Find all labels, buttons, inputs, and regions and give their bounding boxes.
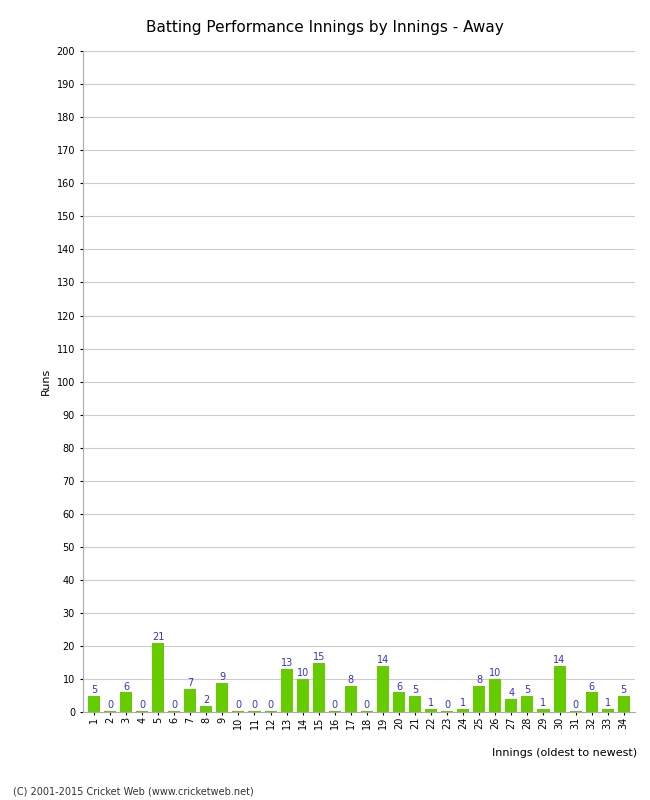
Bar (233, 711, 244, 712)
Bar (136, 711, 148, 712)
Text: Batting Performance Innings by Innings - Away: Batting Performance Innings by Innings -… (146, 20, 504, 35)
Text: 8: 8 (348, 675, 354, 685)
Bar (296, 679, 309, 712)
Text: 5: 5 (525, 685, 530, 695)
Text: 5: 5 (412, 685, 418, 695)
Text: 6: 6 (589, 682, 595, 691)
Bar (120, 693, 132, 712)
Text: 0: 0 (332, 700, 338, 710)
Text: 1: 1 (428, 698, 434, 708)
Bar (602, 709, 614, 712)
Text: 0: 0 (444, 700, 450, 710)
Text: 10: 10 (296, 668, 309, 678)
Text: 6: 6 (123, 682, 129, 691)
Bar (554, 666, 566, 712)
Bar (569, 711, 582, 712)
Bar (104, 711, 116, 712)
Bar (409, 696, 421, 712)
Bar (425, 709, 437, 712)
Bar (313, 662, 325, 712)
Text: 4: 4 (508, 688, 514, 698)
Text: 0: 0 (107, 700, 113, 710)
Text: 5: 5 (91, 685, 97, 695)
Bar (344, 686, 357, 712)
Bar (329, 711, 341, 712)
Bar (586, 693, 597, 712)
Bar (521, 696, 534, 712)
Text: 14: 14 (377, 655, 389, 665)
Text: 15: 15 (313, 652, 325, 662)
Text: 9: 9 (219, 671, 226, 682)
Bar (473, 686, 486, 712)
Text: 1: 1 (460, 698, 466, 708)
Text: 6: 6 (396, 682, 402, 691)
Text: 13: 13 (280, 658, 292, 668)
Text: 0: 0 (139, 700, 145, 710)
Y-axis label: Runs: Runs (41, 368, 51, 395)
Bar (281, 670, 292, 712)
Bar (168, 711, 180, 712)
Bar (265, 711, 276, 712)
Bar (457, 709, 469, 712)
Bar (152, 643, 164, 712)
Bar (505, 699, 517, 712)
Bar (377, 666, 389, 712)
Text: 14: 14 (553, 655, 566, 665)
Bar (184, 689, 196, 712)
Text: 10: 10 (489, 668, 501, 678)
Bar (88, 696, 100, 712)
Text: 0: 0 (252, 700, 257, 710)
Text: 1: 1 (540, 698, 547, 708)
Text: 2: 2 (203, 694, 209, 705)
Text: 0: 0 (573, 700, 578, 710)
Text: Innings (oldest to newest): Innings (oldest to newest) (492, 748, 637, 758)
Text: 0: 0 (364, 700, 370, 710)
Text: 21: 21 (152, 632, 164, 642)
Bar (216, 682, 228, 712)
Bar (248, 711, 261, 712)
Text: 8: 8 (476, 675, 482, 685)
Text: (C) 2001-2015 Cricket Web (www.cricketweb.net): (C) 2001-2015 Cricket Web (www.cricketwe… (13, 786, 254, 796)
Text: 0: 0 (235, 700, 242, 710)
Bar (538, 709, 549, 712)
Text: 7: 7 (187, 678, 194, 688)
Bar (618, 696, 630, 712)
Text: 0: 0 (268, 700, 274, 710)
Text: 1: 1 (604, 698, 611, 708)
Bar (393, 693, 405, 712)
Text: 5: 5 (621, 685, 627, 695)
Bar (441, 711, 453, 712)
Bar (489, 679, 501, 712)
Bar (361, 711, 373, 712)
Bar (200, 706, 213, 712)
Text: 0: 0 (171, 700, 177, 710)
